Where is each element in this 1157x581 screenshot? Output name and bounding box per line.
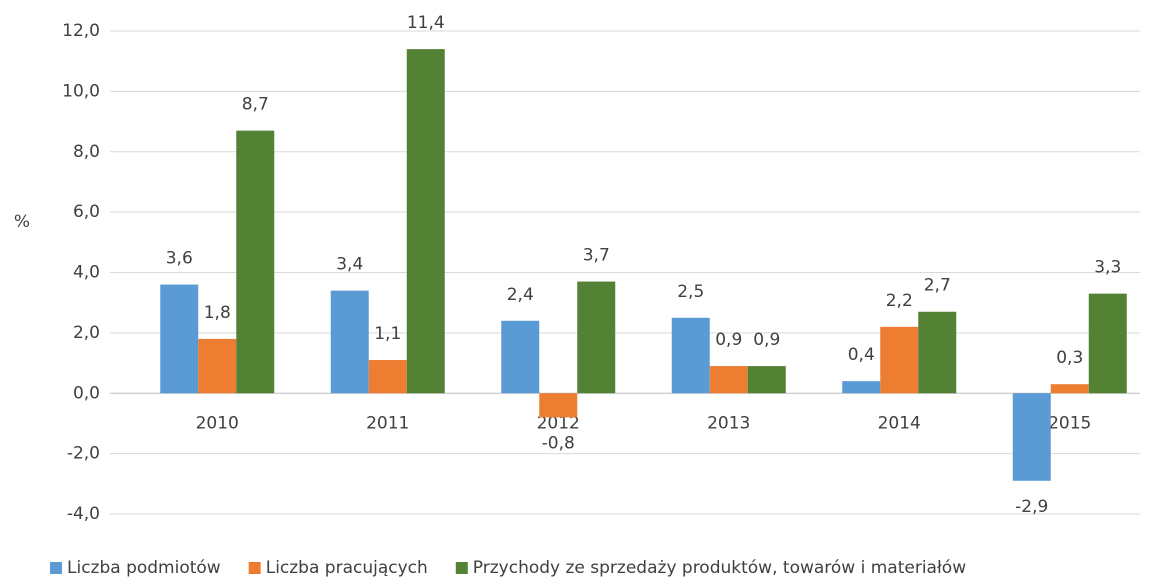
y-tick-label: 12,0 [62,21,100,41]
bar [577,281,616,394]
x-tick-label: 2013 [707,413,750,433]
data-label: 11,4 [407,13,445,33]
y-tick-label: 0,0 [73,383,100,403]
bar [880,326,919,394]
bar [671,317,710,394]
data-label: 2,2 [886,291,913,311]
data-label: 3,6 [166,249,193,269]
bar [1012,393,1051,481]
bar [539,393,578,418]
bar [368,360,407,394]
data-label: 1,1 [374,324,401,344]
bar [501,320,540,394]
x-tick-label: 2011 [366,413,409,433]
data-label: -2,9 [1015,497,1048,517]
data-label: -0,8 [542,433,575,453]
y-tick-label: -4,0 [67,504,100,524]
data-label: 2,7 [924,276,951,296]
bar [160,284,199,394]
y-tick-label: 2,0 [73,323,100,343]
y-axis-label: % [14,212,30,232]
bar [1088,293,1127,394]
data-label: 8,7 [242,95,269,115]
bar [198,338,237,394]
bar [842,381,881,394]
y-tick-label: 8,0 [73,142,100,162]
x-tick-label: 2010 [196,413,239,433]
x-tick-label: 2014 [878,413,921,433]
legend-label: Liczba pracujących [266,558,428,578]
y-tick-label: -2,0 [67,444,100,464]
data-label: 0,9 [753,330,780,350]
data-label: 3,7 [583,246,610,266]
legend-swatch [455,562,468,574]
bar [918,311,957,394]
y-tick-label: 10,0 [62,81,100,101]
data-label: 0,4 [848,345,875,365]
data-label: 2,4 [507,285,534,305]
y-tick-label: 4,0 [73,263,100,283]
x-tick-label: 2015 [1048,413,1091,433]
legend-swatch [50,562,62,574]
bar [236,130,275,394]
data-label: 3,4 [336,255,363,275]
data-label: 1,8 [204,303,231,323]
data-label: 3,3 [1094,258,1121,278]
x-tick-label: 2012 [537,413,580,433]
legend-label: Przychody ze sprzedaży produktów, towaró… [473,558,966,578]
data-label: 0,3 [1056,348,1083,368]
data-label: 0,9 [715,330,742,350]
bar [747,366,786,394]
bar [406,49,445,394]
data-label: 2,5 [677,282,704,302]
bar [709,366,748,394]
bar [1050,384,1089,394]
y-tick-label: 6,0 [73,202,100,222]
bar [330,290,369,394]
legend-swatch [248,562,261,574]
legend-label: Liczba podmiotów [67,558,221,578]
